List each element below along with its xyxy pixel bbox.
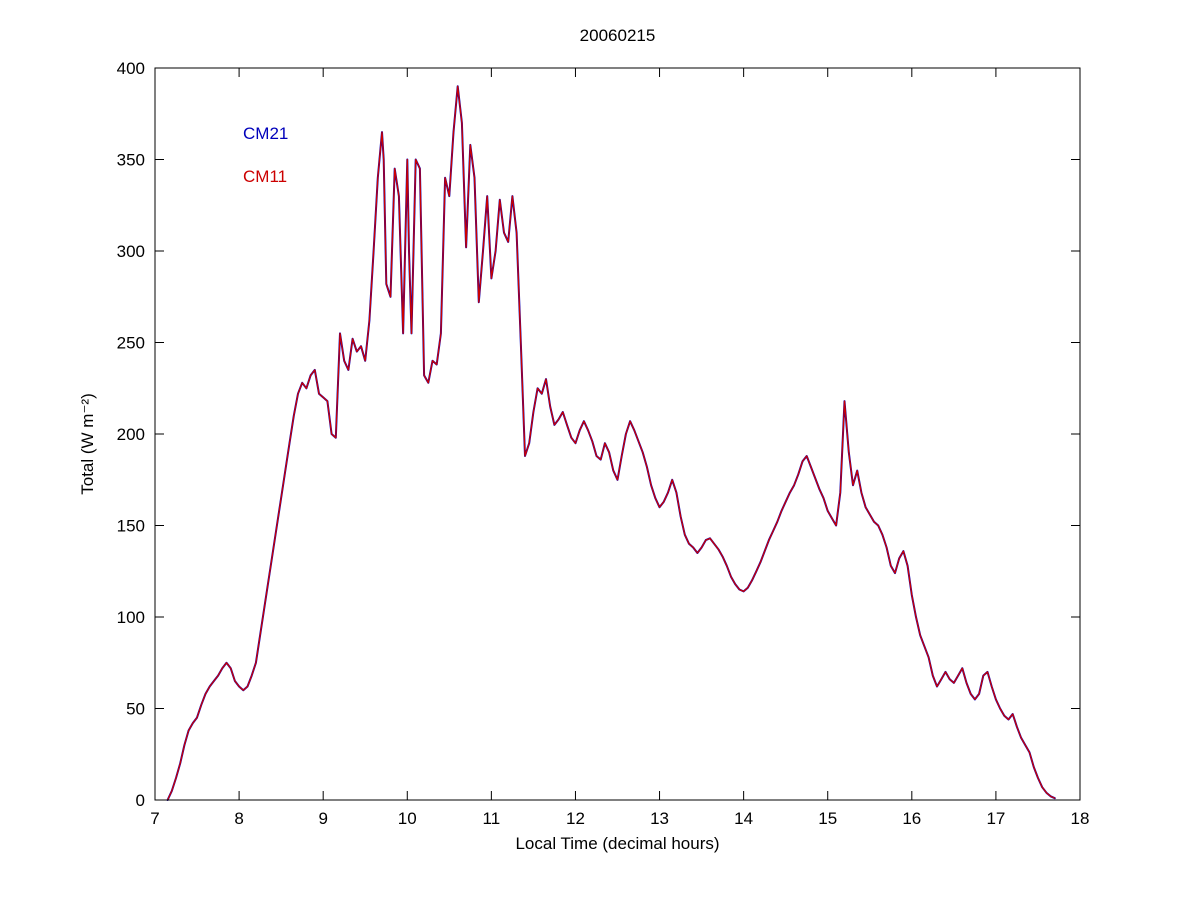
x-tick-label: 14 (734, 809, 753, 828)
legend: CM21 CM11 (243, 123, 288, 209)
y-tick-label: 0 (136, 791, 145, 810)
x-tick-label: 15 (818, 809, 837, 828)
x-tick-label: 18 (1071, 809, 1090, 828)
chart-title: 20060215 (579, 26, 656, 45)
x-axis-label: Local Time (decimal hours) (515, 834, 720, 853)
y-axis-label: Total (W m⁻²) (78, 393, 97, 495)
plot-frame (154, 67, 1081, 801)
x-tick-label: 11 (483, 809, 501, 828)
y-tick-label: 250 (117, 334, 145, 353)
x-tick-label: 7 (150, 809, 159, 828)
x-tick-label: 13 (650, 809, 669, 828)
x-tick-label: 9 (318, 809, 327, 828)
x-tick-label: 16 (902, 809, 921, 828)
y-tick-label: 50 (126, 700, 145, 719)
series-line-cm21 (166, 85, 1056, 801)
legend-entry-cm21: CM21 (243, 124, 289, 143)
x-tick-label: 17 (986, 809, 1005, 828)
x-tick-label: 8 (234, 809, 243, 828)
series-line-cm11 (166, 85, 1056, 801)
x-tick-label: 10 (398, 809, 417, 828)
y-tick-label: 400 (117, 59, 145, 78)
y-tick-label: 300 (117, 242, 145, 261)
y-tick-label: 150 (117, 517, 145, 536)
y-tick-label: 350 (117, 151, 145, 170)
y-tick-label: 100 (117, 608, 145, 627)
legend-entry-cm11: CM11 (243, 167, 288, 186)
y-tick-label: 200 (117, 425, 145, 444)
x-tick-label: 12 (566, 809, 585, 828)
